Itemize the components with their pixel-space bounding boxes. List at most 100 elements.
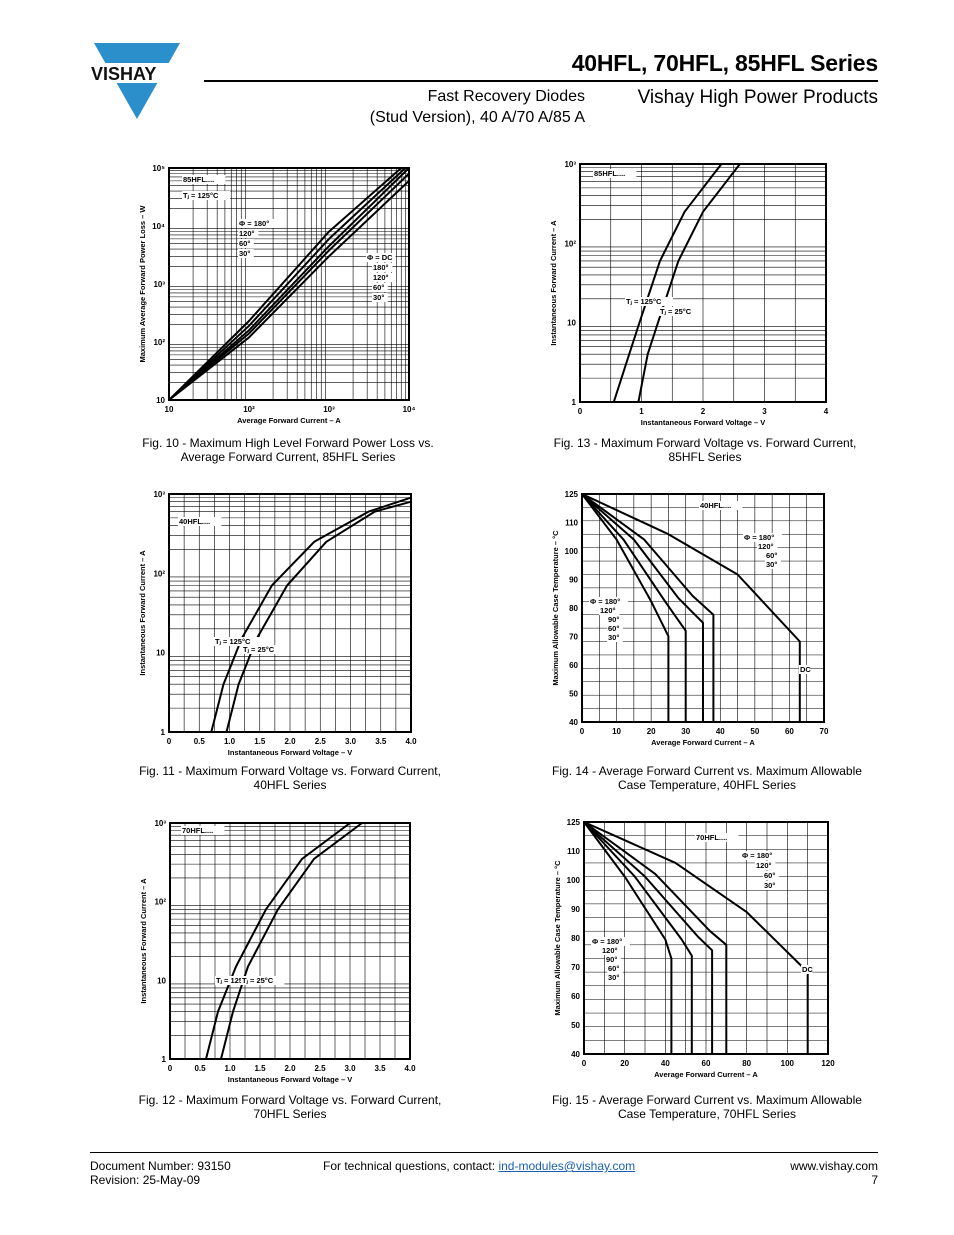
y-axis-label: Instantaneous Forward Current – A [138,550,147,676]
caption-fig-15: Fig. 15 - Average Forward Current vs. Ma… [527,1093,887,1121]
x-tick-label: 1.0 [224,737,236,746]
brand-line: Vishay High Power Products [637,87,878,108]
chart-annotation: Φ = 180° [592,937,622,946]
y-tick-label: 80 [571,934,580,943]
x-tick-label: 0 [580,727,585,736]
annotation-bg [695,833,739,842]
y-tick-label: 70 [569,633,578,642]
x-tick-label: 70 [820,727,829,736]
chart-annotation: 60° [766,551,777,560]
y-axis-label: Maximum Allowable Case Temperature – °C [551,530,560,686]
chart-annotation: Φ = 180° [239,219,269,228]
chart-annotation: Tⱼ = 125°C [215,637,251,646]
series-line [210,496,412,733]
series-line [583,821,673,1054]
annotation-bg [215,976,263,985]
annotation-bg [366,253,396,262]
caption-line-2: Case Temperature, 70HFL Series [617,1107,797,1121]
x-tick-label: 3 [762,407,767,416]
y-tick-label: 90 [571,905,580,914]
y-tick-label: 1 [161,728,166,737]
annotation-bg [741,851,780,860]
x-tick-label: 0 [578,407,583,416]
annotation-bg [763,881,779,890]
y-axis-label: Maximum Allowable Case Temperature – °C [553,860,562,1016]
caption-fig-13: Fig. 13 - Maximum Forward Voltage vs. Fo… [525,436,885,464]
annotation-bg [605,955,621,964]
chart-grid [169,494,411,732]
series-line [583,821,809,1054]
series-line [205,822,351,1060]
plot-frame [168,167,410,401]
y-tick-label: 50 [571,1021,580,1030]
chart-annotation: 120° [239,229,255,238]
x-tick-label: 3.5 [375,737,387,746]
x-tick-label: 3.0 [345,737,357,746]
x-tick-label: 60 [785,727,794,736]
y-tick-label: 1 [162,1055,167,1064]
annotation-bg [241,976,285,985]
y-tick-label: 10³ [154,819,166,828]
chart-annotation: 60° [608,964,619,973]
caption-line-1: Fig. 15 - Average Forward Current vs. Ma… [552,1093,862,1107]
y-tick-label: 110 [567,847,580,856]
x-tick-label: 10 [612,727,621,736]
y-tick-label: 40 [569,718,578,727]
figure-10: 10 10² 10³ 10⁴ 10 10² 10³ 10⁴ 10⁵ Average Forward… [135,160,415,428]
y-tick-label: 100 [565,547,579,556]
figure-13: 0 1 2 3 4 1 10 10² 10³ Instantaneous Forward Volt… [550,158,835,428]
chart-annotation: Φ = 180° [744,533,774,542]
x-tick-label: 1 [639,407,644,416]
series-line [581,493,670,722]
y-tick-label: 10² [153,338,165,347]
annotation-bg [238,249,254,258]
chart-annotation: 70HFL.... [182,826,213,835]
x-tick-label: 0 [582,1059,587,1068]
series-line [168,172,410,401]
series-line [581,493,687,722]
annotation-bg [181,826,225,835]
series-line [583,821,728,1054]
contact-email-link[interactable]: ind-modules@vishay.com [498,1159,636,1173]
x-axis-label: Instantaneous Forward Voltage – V [228,1075,352,1084]
chart-annotation: 85HFL.... [594,169,625,178]
y-tick-label: 10² [154,898,166,907]
header-rule [204,80,878,82]
chart-annotation: 90° [606,955,617,964]
y-tick-label: 10² [153,569,165,578]
plot-frame [579,163,827,403]
caption-line-1: Fig. 13 - Maximum Forward Voltage vs. Fo… [553,436,857,450]
chart-annotation: 120° [758,542,774,551]
caption-line-2: 40HFL Series [253,778,327,792]
y-tick-label: 60 [571,992,580,1001]
series-line [225,500,412,733]
chart-annotation: 70HFL.... [696,833,727,842]
chart-grid [170,823,410,1059]
y-tick-label: 10³ [153,280,165,289]
chart-annotation: Tⱼ = 25°C [660,307,692,316]
x-tick-label: 2.5 [314,1064,326,1073]
chart-annotation: 90° [608,615,619,624]
annotation-bg [238,229,259,238]
x-tick-label: 2.0 [284,737,296,746]
x-tick-label: 10 [165,405,174,414]
x-axis-label: Average Forward Current – A [654,1070,758,1079]
y-tick-label: 40 [571,1050,580,1059]
x-tick-label: 0 [168,1064,173,1073]
x-tick-label: 2.0 [284,1064,296,1073]
x-axis-label: Average Forward Current – A [651,738,755,747]
annotation-bg [801,965,813,974]
figure-11: 0 0.5 1.0 1.5 2.0 2.5 3.0 3.5 4.0 1 10 10² 10³ Instan… [133,486,423,762]
x-tick-label: 40 [716,727,725,736]
chart-fig-10: 10 10² 10³ 10⁴ 10 10² 10³ 10⁴ 10⁵ Average Forward… [138,164,415,425]
annotation-bg [238,219,277,228]
chart-annotation: 180° [373,263,389,272]
x-tick-label: 100 [781,1059,795,1068]
y-axis-label: Instantaneous Forward Current – A [139,878,148,1004]
caption-line-2: Average Forward Current, 85HFL Series [180,450,396,464]
series-line [581,493,715,722]
footer-website[interactable]: www.vishay.com [790,1159,878,1173]
y-tick-label: 10⁵ [152,164,165,173]
annotation-bg [607,633,623,642]
series-line [168,167,410,401]
